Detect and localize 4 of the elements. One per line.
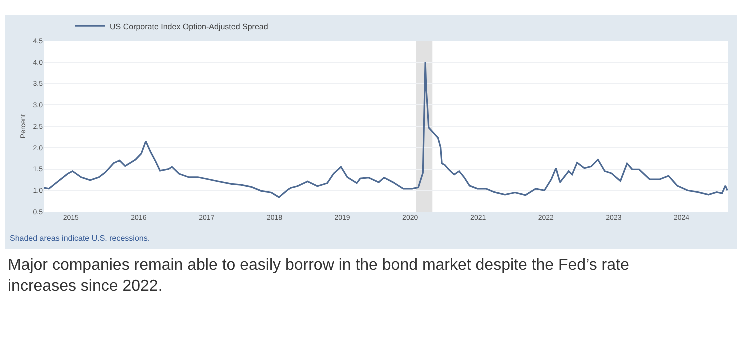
legend-label: US Corporate Index Option-Adjusted Spread (110, 22, 268, 32)
text: Major companies remain able to easily borrow in the bond market despite the Fed’s rate increases since 2022. (8, 257, 630, 295)
text: Shaded areas indicate U.S. recessions. (10, 234, 150, 243)
line-series (44, 62, 728, 198)
